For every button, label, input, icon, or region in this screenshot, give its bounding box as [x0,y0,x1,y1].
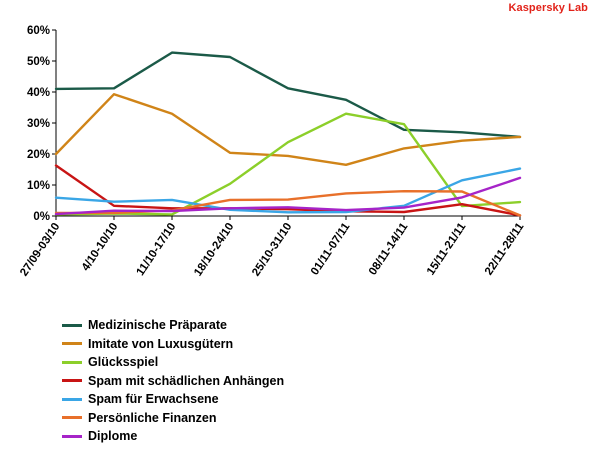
y-tick-label: 60% [27,25,50,37]
legend-item: Persönliche Finanzen [62,409,284,428]
y-tick-label: 40% [27,87,50,99]
legend-item: Imitate von Luxusgütern [62,335,284,354]
y-tick-label: 10% [27,180,50,192]
legend-label: Imitate von Luxusgütern [88,336,234,351]
legend-label: Spam mit schädlichen Anhängen [88,373,285,388]
legend-label: Glücksspiel [88,355,159,370]
y-tick-label: 20% [27,149,50,161]
x-tick-label: 11/10-17/10 [135,221,179,278]
series-line [54,176,522,216]
legend-swatch [62,360,82,364]
series-line [54,189,522,217]
x-tick-label: 18/10-24/10 [192,221,236,279]
series-line [54,167,522,214]
legend-item: Spam mit schädlichen Anhängen [62,372,284,391]
x-tick-label: 08/11-14/11 [367,220,411,277]
legend-swatch [62,342,82,346]
x-tick-label: 27/09-03/10 [18,221,62,279]
series-line [54,164,522,217]
y-tick-label: 0% [33,211,50,223]
series-line [54,92,522,167]
x-tick-label: 25/10-31/10 [250,221,294,279]
x-tick-label: 4/10-10/10 [80,221,121,273]
series-line [54,112,522,216]
legend-item: Spam für Erwachsene [62,390,284,409]
chart-legend: Medizinische Präparate Imitate von Luxusg… [62,316,284,446]
y-tick-label: 30% [27,118,50,130]
legend-label: Medizinische Präparate [88,318,227,333]
legend-label: Diplome [88,429,138,444]
legend-swatch [62,397,82,401]
series-line [54,51,522,139]
legend-swatch [62,379,82,383]
legend-label: Spam für Erwachsene [88,392,219,407]
legend-item: Diplome [62,427,284,446]
y-tick-label: 50% [27,56,50,68]
brand-logo-text: Kaspersky Lab [508,2,588,14]
legend-swatch [62,323,82,327]
legend-item: Glücksspiel [62,353,284,372]
legend-swatch [62,416,82,420]
legend-item: Medizinische Präparate [62,316,284,335]
x-tick-label: 01/11-07/11 [309,220,353,277]
legend-label: Persönliche Finanzen [88,410,217,425]
x-tick-label: 15/11-21/11 [425,220,469,277]
x-tick-label: 22/11-28/11 [483,220,527,277]
legend-swatch [62,434,82,438]
